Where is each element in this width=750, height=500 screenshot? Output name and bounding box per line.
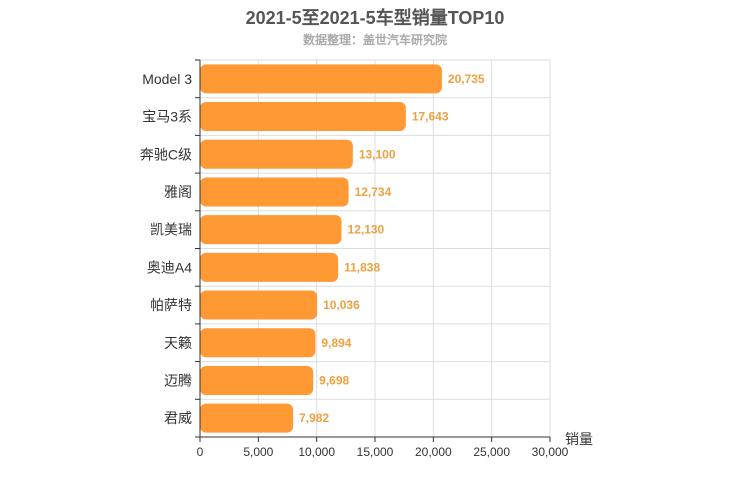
category-label: 凯美瑞 (150, 222, 192, 238)
bar (200, 215, 342, 245)
x-axis-title: 销量 (565, 431, 593, 447)
data-label: 13,100 (359, 147, 396, 161)
category-label: 君威 (164, 410, 192, 426)
x-tick-label: 5,000 (243, 445, 273, 459)
bar (200, 365, 314, 395)
data-label: 12,130 (348, 223, 385, 237)
category-label: 奔驰C级 (140, 146, 192, 162)
category-label: 迈腾 (164, 372, 192, 388)
data-label: 11,838 (344, 260, 380, 274)
bar (200, 102, 406, 132)
category-label: 天籁 (164, 335, 192, 351)
data-label: 9,698 (319, 373, 349, 387)
category-label: 宝马3系 (142, 109, 192, 125)
x-tick-label: 15,000 (357, 445, 394, 459)
bar (200, 328, 316, 358)
data-label: 17,643 (412, 110, 449, 124)
data-label: 12,734 (355, 185, 392, 199)
x-tick-label: 30,000 (532, 445, 569, 459)
bar (200, 252, 339, 282)
bar (200, 290, 318, 320)
x-tick-label: 0 (197, 445, 204, 459)
x-tick-label: 25,000 (473, 445, 510, 459)
bar (200, 177, 349, 207)
x-tick-label: 10,000 (298, 445, 335, 459)
data-label: 20,735 (448, 72, 485, 86)
data-label: 7,982 (299, 411, 329, 425)
category-label: Model 3 (142, 71, 192, 87)
category-label: 奥迪A4 (147, 259, 192, 275)
data-label: 10,036 (323, 298, 360, 312)
bar (200, 64, 442, 94)
data-label: 9,894 (321, 336, 351, 350)
bar (200, 139, 353, 169)
category-label: 雅阁 (164, 184, 192, 200)
chart-subtitle: 数据整理：盖世汽车研究院 (302, 33, 447, 47)
chart-title: 2021-5至2021-5车型销量TOP10 (245, 8, 505, 28)
bar (200, 403, 294, 433)
x-tick-label: 20,000 (415, 445, 452, 459)
category-label: 帕萨特 (150, 297, 192, 313)
